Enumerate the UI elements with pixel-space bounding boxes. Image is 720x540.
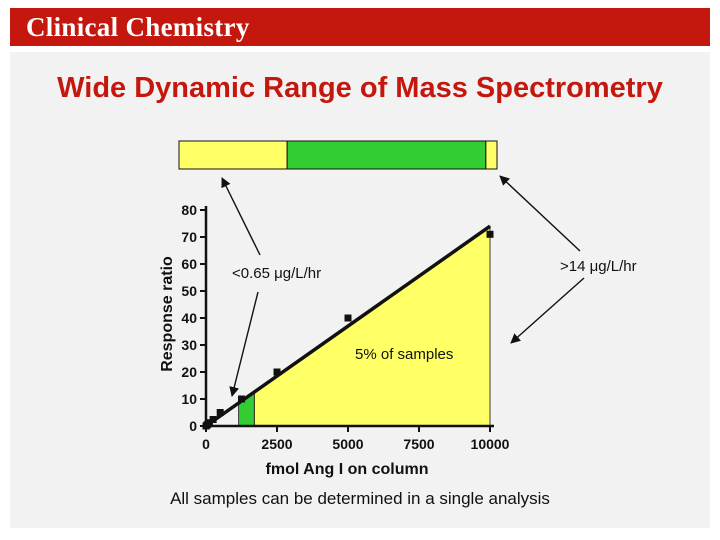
data-point xyxy=(238,395,245,403)
y-tick-label: 60 xyxy=(181,256,197,272)
shaded-region-mid-range xyxy=(253,225,491,427)
x-tick-label: 0 xyxy=(202,436,210,452)
y-tick-label: 70 xyxy=(181,229,197,245)
data-point xyxy=(273,368,281,376)
percent-samples-label: 5% of samples xyxy=(355,346,454,363)
arrow-to-bar-right xyxy=(499,175,581,252)
data-point xyxy=(216,409,224,416)
y-tick-label: 40 xyxy=(181,310,197,326)
x-tick-label: 10000 xyxy=(471,436,510,452)
x-tick-label: 2500 xyxy=(261,436,292,452)
y-tick-label: 20 xyxy=(181,364,197,380)
range-bar xyxy=(178,140,498,170)
low-range-label: <0.65 μg/L/hr xyxy=(232,265,322,282)
high-range-label: >14 μg/L/hr xyxy=(560,258,637,275)
header-bar: Clinical Chemistry xyxy=(10,8,710,46)
slide-title: Wide Dynamic Range of Mass Spectrometry xyxy=(57,72,663,104)
data-points xyxy=(202,230,494,430)
y-axis-label: Response ratio xyxy=(159,256,176,372)
arrow-to-bar-left xyxy=(221,177,261,256)
data-point xyxy=(486,230,494,238)
y-tick-label: 50 xyxy=(181,283,197,299)
data-point xyxy=(205,419,213,427)
y-tick-label: 80 xyxy=(181,202,197,218)
y-tick-label: 10 xyxy=(181,391,197,407)
x-tick-label: 5000 xyxy=(332,436,363,452)
y-tick-label: 0 xyxy=(189,418,197,434)
journal-title: Clinical Chemistry xyxy=(26,12,250,42)
range-bar-segment-high xyxy=(485,140,498,170)
x-tick-label: 7500 xyxy=(403,436,434,452)
x-axis-label: fmol Ang I on column xyxy=(266,461,429,478)
range-bar-segment-low xyxy=(178,140,288,170)
arrow-to-high-region xyxy=(510,277,585,344)
arrow-to-low-points xyxy=(229,291,259,397)
range-bar-segment-mid xyxy=(286,140,487,170)
footer-caption: All samples can be determined in a singl… xyxy=(170,489,550,508)
axes: 0 10 20 30 40 50 60 70 80 0 2500 5000 7500 10000 xyxy=(181,202,509,452)
data-point xyxy=(209,416,217,424)
content-panel xyxy=(10,52,710,528)
y-tick-label: 30 xyxy=(181,337,197,353)
data-point xyxy=(344,314,352,322)
shaded-regions xyxy=(238,225,491,427)
fit-line xyxy=(204,224,492,428)
